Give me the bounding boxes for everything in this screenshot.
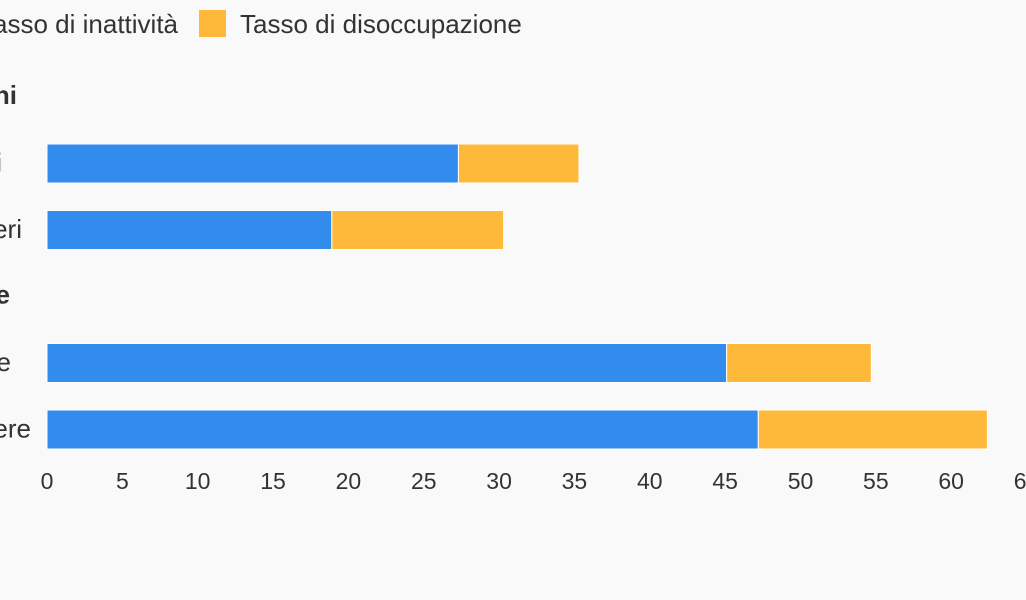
- legend-item-tasso-di-disoccupazione: Tasso di disoccupazione: [199, 9, 522, 39]
- category-label-stranieri: Stranieri: [0, 214, 22, 244]
- x-tick-label: 65: [1014, 468, 1026, 494]
- x-tick-label: 20: [336, 468, 362, 494]
- category-label-italiane: Italiane: [0, 347, 11, 377]
- bar-straniere-tasso-di-disoccupazione: [757, 409, 988, 450]
- bar-stranieri-tasso-di-disoccupazione: [331, 210, 505, 250]
- bar-italiane-tasso-di-disoccupazione: [726, 343, 872, 383]
- x-tick-label: 40: [637, 468, 663, 494]
- bar-italiani-tasso-di-inattivita: [46, 143, 459, 184]
- category-label-italiani: Italiani: [0, 147, 2, 177]
- category-labels: Uomini Italiani Stranieri Donne Italiane Stra…: [0, 80, 31, 444]
- x-tick-label: 10: [185, 468, 211, 494]
- legend-label: Tasso di inattività: [0, 9, 179, 39]
- x-tick-label: 45: [712, 468, 738, 494]
- x-tick-label: 50: [788, 468, 814, 494]
- x-axis: 0 5 10 15 20 25 30 35 40 45 50 55 60 65: [41, 468, 1026, 494]
- x-tick-label: 15: [260, 468, 286, 494]
- bar-straniere-tasso-di-inattivita: [46, 409, 759, 450]
- legend-item-tasso-di-inattivita: Tasso di inattività: [0, 9, 179, 39]
- bar-italiane-tasso-di-inattivita: [46, 343, 728, 383]
- x-tick-label: 60: [938, 468, 964, 494]
- x-tick-label: 5: [116, 468, 129, 494]
- chart-legend: Tasso di inattività Tasso di disoccupazio…: [0, 9, 522, 39]
- group-label-uomini: Uomini: [0, 80, 17, 110]
- bar-italiani-tasso-di-disoccupazione: [457, 143, 580, 184]
- bar-segments: [46, 143, 988, 450]
- bar-stranieri-tasso-di-inattivita: [46, 210, 333, 250]
- group-label-donne: Donne: [0, 279, 10, 309]
- x-tick-label: 30: [486, 468, 512, 494]
- x-tick-label: 25: [411, 468, 437, 494]
- x-tick-label: 0: [41, 468, 54, 494]
- x-tick-label: 55: [863, 468, 889, 494]
- category-label-straniere: Straniere: [0, 413, 31, 443]
- x-tick-label: 35: [562, 468, 588, 494]
- legend-label: Tasso di disoccupazione: [240, 9, 522, 39]
- legend-swatch: [199, 10, 226, 37]
